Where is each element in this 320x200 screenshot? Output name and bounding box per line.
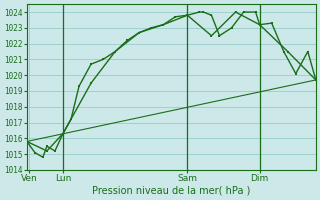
X-axis label: Pression niveau de la mer( hPa ): Pression niveau de la mer( hPa ) (92, 186, 251, 196)
